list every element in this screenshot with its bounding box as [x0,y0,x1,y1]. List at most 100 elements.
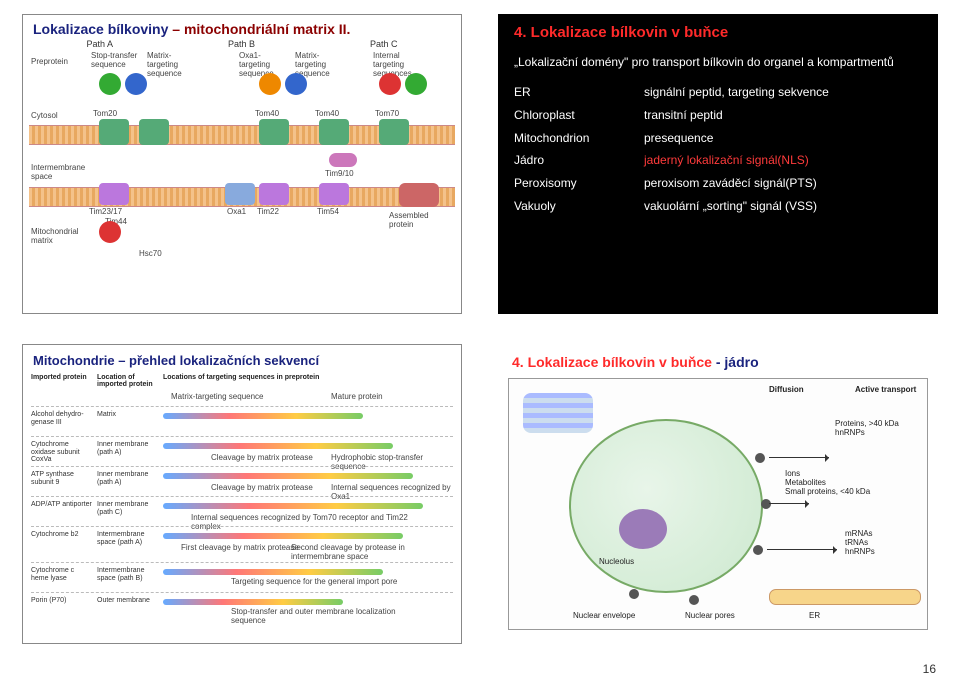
table-row: ATP synthase subunit 9Inner membrane (pa… [31,466,453,495]
tom-complex [99,119,129,145]
nuclear-pore-icon [753,545,763,555]
path-label: Path C [370,39,398,49]
preprotein-icon [405,73,427,95]
table-cell: Jádro [514,149,644,172]
path-label: Path A [86,39,113,49]
protein-label: Tim54 [317,207,339,216]
q1-diagram: Preprotein Cytosol Intermembrane space M… [29,53,455,283]
q2-table: ER Chloroplast Mitochondrion Jádro Perox… [498,81,938,218]
q4-title: 4. Lokalizace bílkovin v buňce - jádro [498,344,938,372]
page-number: 16 [923,662,936,676]
arrow-icon [769,457,829,458]
table-row: Porin (P70)Outer membraneStop-transfer a… [31,592,453,621]
protein-label: Tom40 [255,109,279,118]
label-er: ER [809,611,820,620]
table-cell: Chloroplast [514,104,644,127]
table-cell: Mitochondrion [514,127,644,150]
table-cell: Peroxisomy [514,172,644,195]
panel-localization-domains: 4. Lokalizace bílkovin v buňce „Lokaliza… [498,14,938,314]
label-diffusion: Diffusion [769,385,804,394]
q3-title: Mitochondrie – přehled lokalizačních sek… [23,345,461,372]
preprotein-icon [125,73,147,95]
label-big-proteins: Proteins, >40 kDa hnRNPs [835,419,925,437]
q4-diagram: Diffusion Active transport Nucleolus Pro… [508,378,928,630]
panel-nucleus: 4. Lokalizace bílkovin v buňce - jádro D… [498,344,938,644]
assembled-label: Assembled protein [389,211,449,229]
tim-complex [99,183,129,205]
protein-label: Hsc70 [139,249,162,258]
arrow-icon [769,503,809,504]
label-matrix: Mitochondrial matrix [31,227,91,245]
label-pores: Nuclear pores [685,611,735,620]
sequence-bar [163,473,413,479]
protein-label: Tim23/17 [89,207,122,216]
col-header: Locations of targeting sequences in prep… [163,374,343,381]
col-header: Imported protein [31,374,91,381]
preprotein-icon [285,73,307,95]
q2-subtitle: „Lokalizační domény" pro transport bílko… [498,55,938,81]
sequence-bar [163,443,393,449]
q2-col-signal: signální peptid, targeting sekvence tran… [644,81,829,218]
q1-path-row: Path A Path B Path C [23,39,461,49]
sequence-bar [163,569,383,575]
q4-title-red: 4. Lokalizace bílkovin v buňce [512,354,716,370]
tom-complex [139,119,169,145]
label-ions: Ions Metabolites Small proteins, <40 kDa [785,469,905,496]
tom-complex [379,119,409,145]
tim910 [329,153,357,167]
sequence-bar [163,533,403,539]
preprotein-icon [379,73,401,95]
protein-label: Tom20 [93,109,117,118]
protein-label: Tom70 [375,109,399,118]
label-rnas: mRNAs tRNAs hnRNPs [845,529,925,556]
table-cell: Vakuoly [514,195,644,218]
table-cell: ER [514,81,644,104]
preprotein-icon [99,73,121,95]
nucleus-icon [569,419,763,593]
seq-label: Mature protein [331,392,383,401]
seq-label: Matrix-targeting sequence [171,392,264,401]
label-nucleolus: Nucleolus [599,557,634,566]
small-label: Stop-transfer sequence [91,51,141,69]
nuclear-pore-icon [761,499,771,509]
table-row: Alcohol dehydro-genase IIIMatrix [31,406,453,435]
q4-title-blue: - jádro [716,354,759,370]
table-row: Cytochrome oxidase subunit CoxVaInner me… [31,436,453,465]
label-preprotein: Preprotein [31,57,68,66]
q1-title-em: – mitochondriální matrix II. [168,21,350,37]
small-label: Matrix-targeting sequence [147,51,197,78]
table-row: Cytochrome c heme lyaseIntermembrane spa… [31,562,453,591]
label-envelope: Nuclear envelope [573,611,635,620]
matrix-protein [99,221,121,243]
table-row: ADP/ATP antiporterInner membrane (path C… [31,496,453,525]
tim-complex [259,183,289,205]
col-header: Location of imported protein [97,374,157,388]
table-cell: signální peptid, targeting sekvence [644,81,829,104]
panel-mito-matrix: Lokalizace bílkoviny – mitochondriální m… [22,14,462,314]
protein-label: Tom40 [315,109,339,118]
protein-label: Tim22 [257,207,279,216]
sequence-bar [163,413,363,419]
golgi-icon [523,393,593,433]
small-label: Matrix-targeting sequence [295,51,345,78]
tim-complex [319,183,349,205]
table-cell: presequence [644,127,829,150]
tom-complex [319,119,349,145]
q1-title: Lokalizace bílkoviny – mitochondriální m… [23,15,461,39]
oxa1 [225,183,255,205]
table-cell: transitní peptid [644,104,829,127]
label-inter: Intermembrane space [31,163,81,181]
panel-mito-sequences: Mitochondrie – přehled lokalizačních sek… [22,344,462,644]
table-row: Cytochrome b2Intermembrane space (path A… [31,526,453,555]
small-label: Internal targeting sequences [373,51,433,78]
q1-title-main: Lokalizace bílkoviny [33,21,168,37]
table-cell: jaderný lokalizační signál(NLS) [644,149,829,172]
nucleolus-icon [619,509,667,549]
nuclear-pore-icon [689,595,699,605]
preprotein-icon [259,73,281,95]
nuclear-pore-icon [755,453,765,463]
sequence-bar [163,599,343,605]
assembled-protein [399,183,439,207]
table-cell: vakuolární „sorting" signál (VSS) [644,195,829,218]
er-icon [769,589,921,605]
